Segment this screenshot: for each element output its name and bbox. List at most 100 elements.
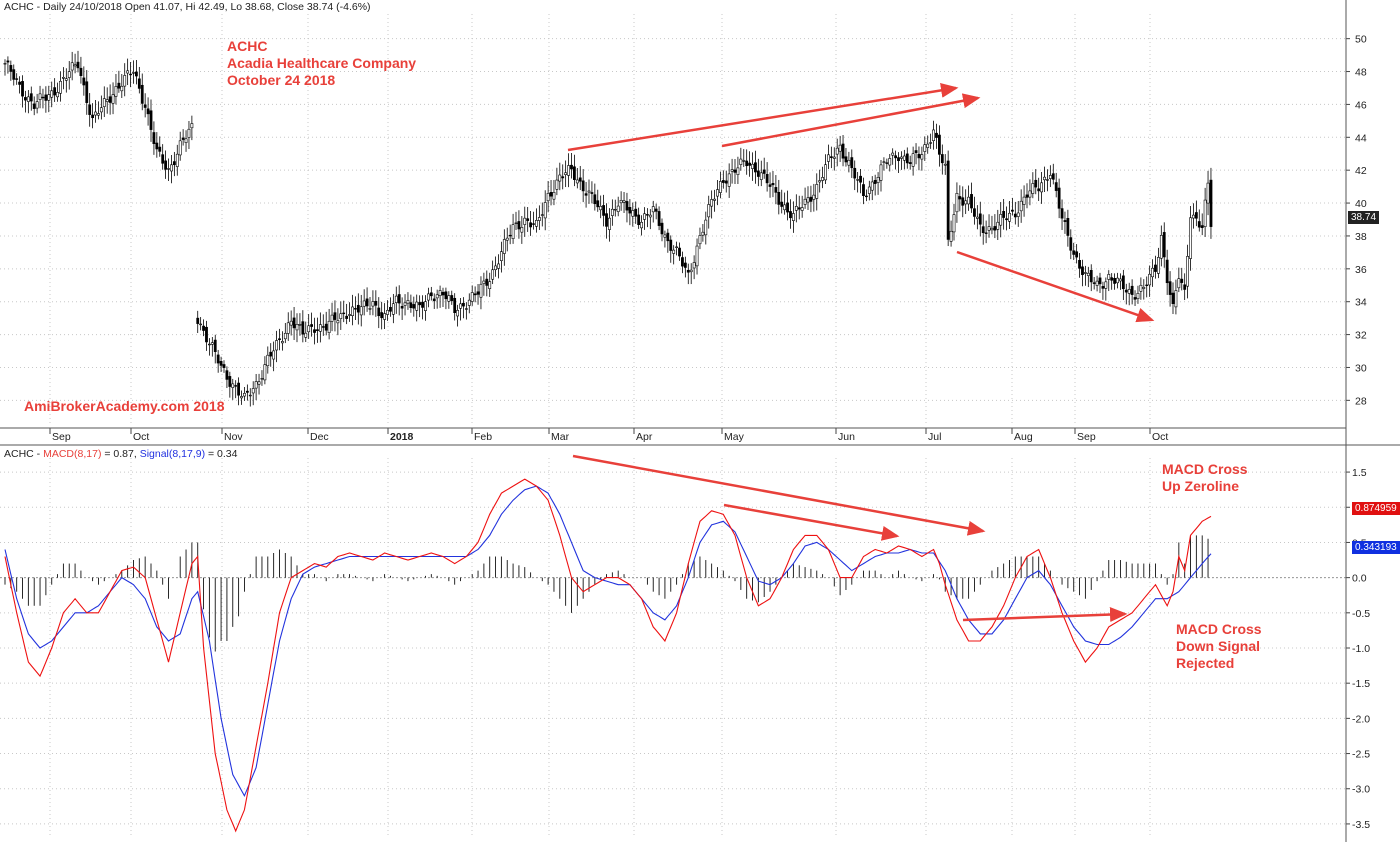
candle-body (520, 227, 524, 233)
candle-body (587, 190, 591, 193)
candle-body (1081, 266, 1084, 275)
candle-body (82, 77, 86, 86)
candle-body (102, 98, 106, 107)
candle-body (1072, 250, 1076, 255)
candle-body (283, 332, 287, 340)
candle-body (251, 388, 255, 394)
candle-body (459, 303, 462, 309)
macd-y-tick-label: 1.5 (1352, 467, 1367, 479)
candle-body (161, 154, 165, 164)
candle-body (1092, 282, 1096, 284)
candle-body (190, 123, 194, 129)
candle-body (44, 94, 48, 101)
candle-body (1130, 285, 1134, 295)
candle-body (412, 304, 416, 309)
trend-arrow (956, 250, 1155, 323)
candle-body (47, 94, 51, 101)
candle-body (540, 214, 544, 216)
candle-body (599, 205, 603, 211)
candle-body (1174, 290, 1178, 308)
candle-body (143, 104, 147, 108)
candle-body (570, 164, 573, 170)
candle-body (996, 221, 1000, 230)
candle-body (876, 177, 880, 183)
candle-body (316, 329, 319, 331)
candle-body (622, 200, 626, 203)
candle-body (672, 249, 676, 254)
candle-body (137, 78, 141, 89)
candle-body (88, 104, 92, 115)
candle-body (870, 181, 874, 191)
candle-body (853, 167, 857, 179)
candle-body (794, 206, 798, 211)
candle-body (1043, 176, 1046, 181)
candle-body (365, 298, 369, 307)
candle-body (298, 324, 302, 326)
candle-body (158, 146, 162, 152)
candle-body (140, 84, 144, 104)
x-tick-label: 2018 (390, 431, 414, 443)
candle-body (450, 295, 454, 301)
candle-body (467, 299, 471, 306)
candle-body (739, 158, 743, 165)
macd-legend-value: = 0.87, (101, 448, 140, 460)
x-tick-label: Apr (636, 431, 653, 443)
candle-body (856, 179, 860, 181)
candle-body (438, 290, 442, 296)
candle-body (494, 265, 497, 271)
candle-body (304, 332, 308, 338)
candle-body (123, 75, 127, 87)
candle-body (514, 222, 518, 225)
candle-body (736, 167, 740, 175)
candle-body (117, 82, 121, 89)
candle-body (38, 93, 42, 100)
candle-body (254, 381, 258, 389)
candle-body (1002, 211, 1006, 218)
candle-body (648, 214, 652, 218)
candle-body (479, 283, 483, 298)
candle-body (129, 73, 132, 76)
candle-body (146, 108, 150, 115)
candle-body (1189, 217, 1192, 259)
candle-body (482, 280, 486, 284)
grid-lines (0, 14, 1346, 838)
candle-body (721, 180, 725, 183)
candle-body (330, 314, 334, 322)
price-y-tick-label: 32 (1355, 330, 1367, 342)
candle-body (280, 341, 284, 344)
candle-body (111, 94, 115, 104)
candle-body (964, 200, 968, 205)
macd-y-tick-label: -0.5 (1352, 608, 1370, 620)
candle-body (984, 232, 988, 234)
candle-body (94, 111, 97, 116)
candle-body (202, 325, 205, 331)
candle-body (356, 304, 360, 313)
candle-body (619, 200, 623, 204)
candle-body (783, 204, 787, 211)
company-annotation: ACHC Acadia Healthcare Company October 2… (227, 38, 416, 89)
candle-body (678, 247, 681, 257)
candle-body (759, 172, 763, 180)
candle-body (313, 329, 316, 333)
candle-body (345, 315, 349, 319)
candle-body (318, 324, 322, 332)
candle-body (1197, 221, 1201, 228)
x-tick-label: Sep (1077, 431, 1096, 443)
candle-body (1046, 179, 1049, 181)
candle-body (564, 172, 568, 176)
candle-body (97, 113, 100, 116)
candle-body (418, 302, 422, 306)
candle-body (824, 164, 827, 181)
candle-body (301, 321, 305, 335)
candle-body (1192, 214, 1195, 219)
candle-body (675, 246, 679, 248)
candle-body (67, 71, 71, 78)
candle-body (453, 297, 457, 313)
candle-body (765, 174, 769, 184)
candle-body (511, 224, 515, 239)
macd-title-prefix: ACHC - (4, 448, 44, 460)
candle-body (24, 97, 27, 101)
candle-body (777, 191, 781, 205)
candle-body (353, 308, 357, 310)
candle-body (1148, 273, 1152, 286)
